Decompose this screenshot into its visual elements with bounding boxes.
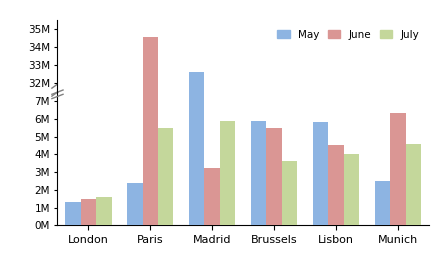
Bar — [344, 154, 359, 225]
Bar — [220, 121, 236, 225]
Bar — [189, 72, 205, 256]
Bar — [251, 121, 266, 225]
Bar — [143, 0, 158, 225]
Bar — [65, 202, 81, 225]
Bar — [282, 161, 297, 225]
Bar — [158, 128, 174, 225]
Bar — [189, 0, 205, 225]
Bar — [406, 144, 421, 225]
Bar — [390, 113, 406, 225]
Bar — [127, 183, 143, 225]
Bar — [266, 128, 282, 225]
Bar — [81, 199, 96, 225]
Legend: May, June, July: May, June, July — [273, 26, 423, 44]
Bar — [313, 122, 328, 225]
Bar — [375, 181, 390, 225]
Bar — [205, 168, 220, 225]
Bar — [143, 37, 158, 256]
Bar — [328, 145, 344, 225]
Bar — [96, 197, 112, 225]
